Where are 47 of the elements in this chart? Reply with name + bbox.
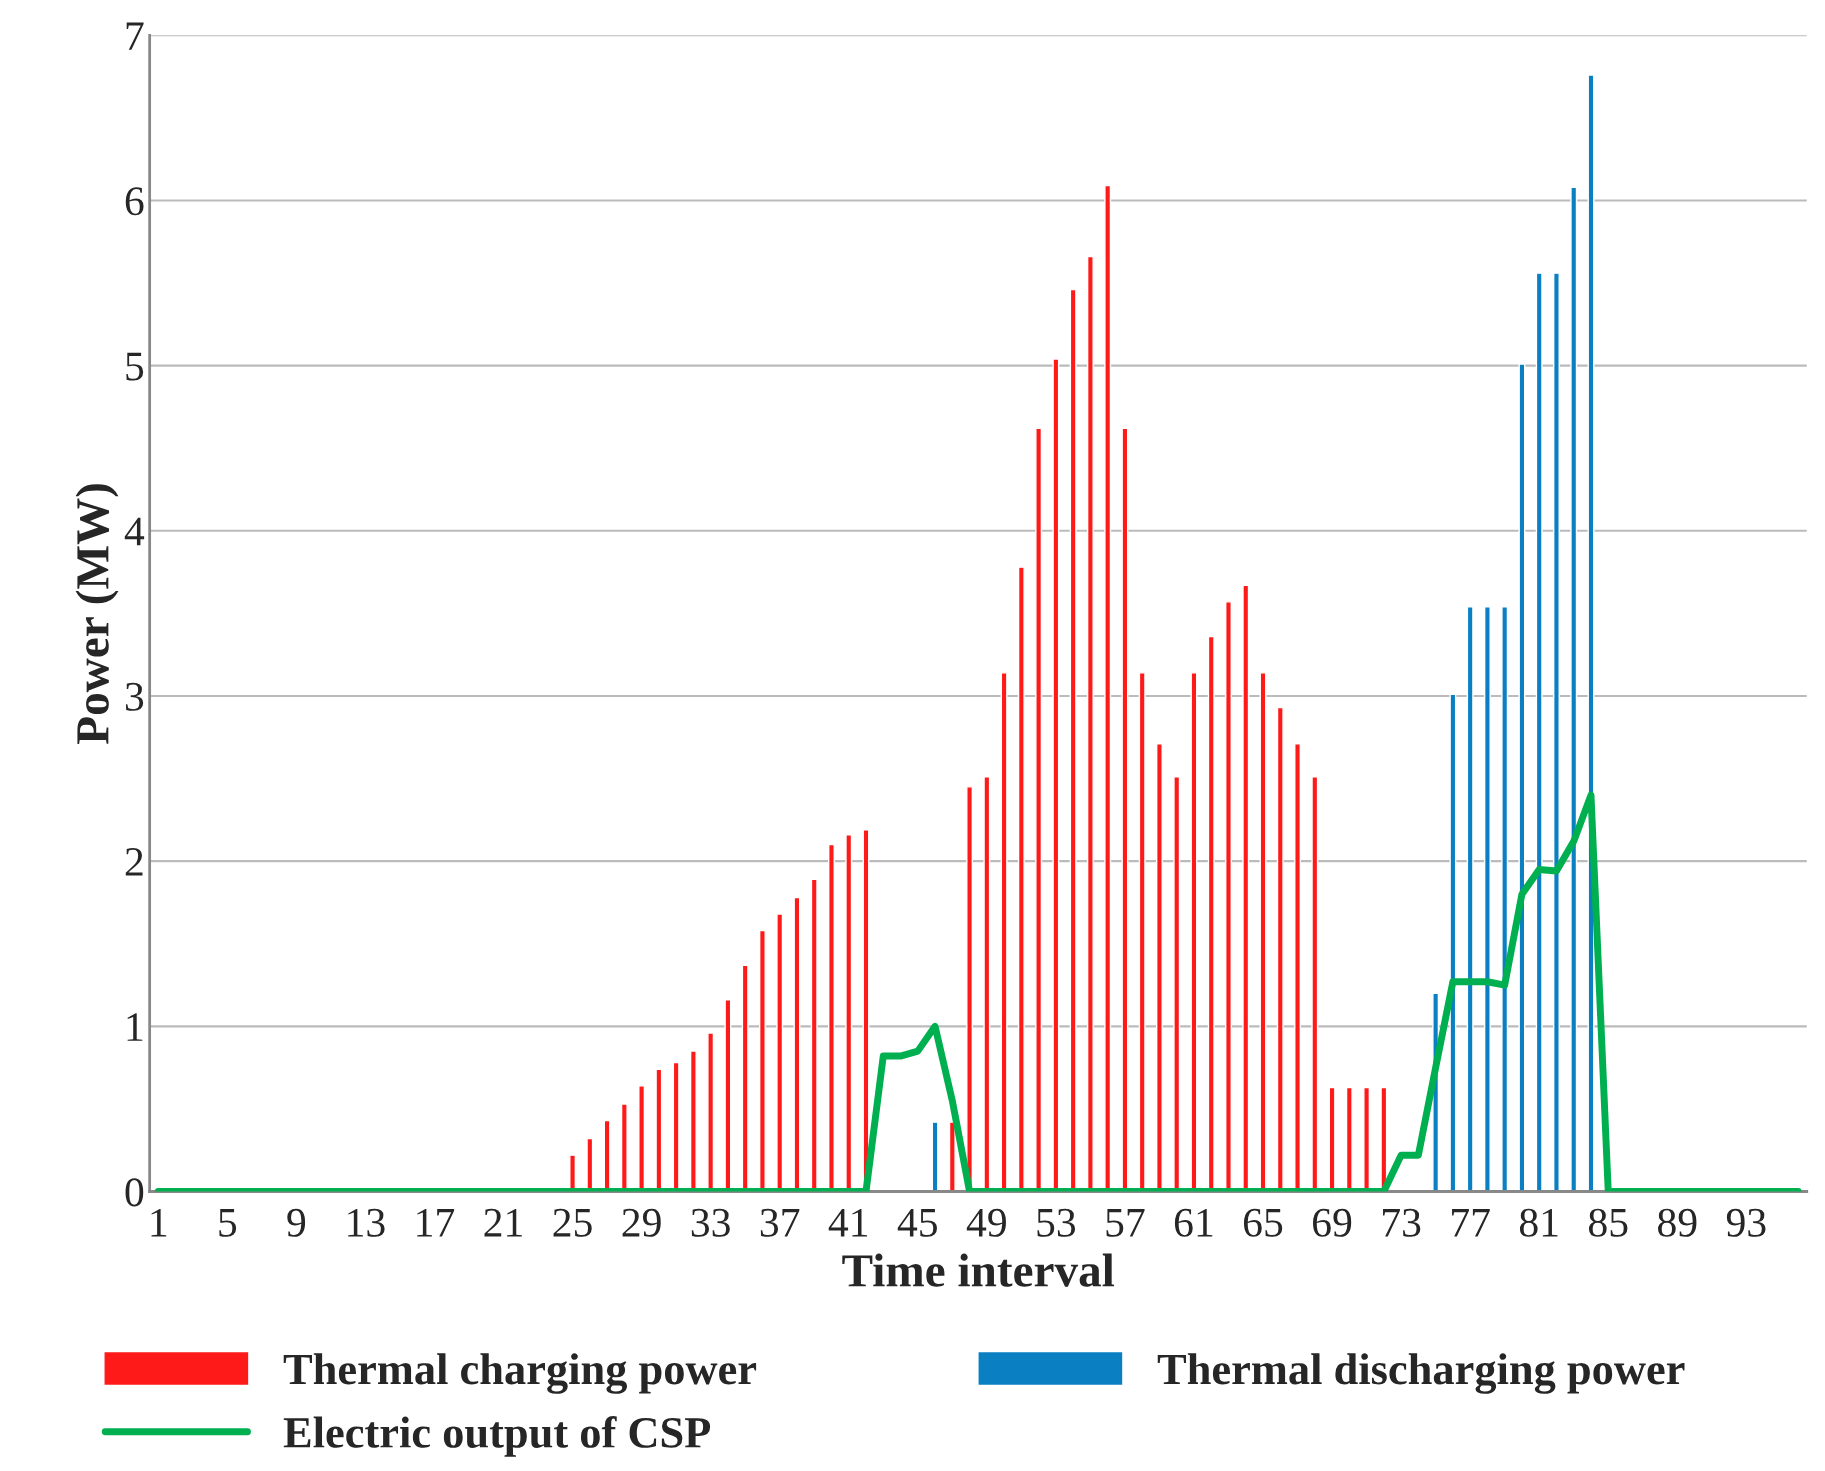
y-tick-label: 7 bbox=[126, 22, 144, 50]
bar bbox=[1518, 363, 1526, 1192]
x-tick-label: 17 bbox=[417, 1208, 455, 1237]
y-tick-label: 1 bbox=[127, 1013, 143, 1041]
x-tick-label: 45 bbox=[897, 1208, 937, 1237]
bar bbox=[931, 1121, 939, 1192]
bar bbox=[1570, 186, 1578, 1192]
y-tick-label: 3 bbox=[125, 682, 144, 711]
x-tick-label: 65 bbox=[1243, 1208, 1283, 1237]
x-tick-label: 9 bbox=[287, 1208, 306, 1237]
x-tick-label: 25 bbox=[553, 1208, 592, 1237]
x-tick-label: 81 bbox=[1519, 1208, 1558, 1237]
bar bbox=[1466, 606, 1474, 1192]
x-tick-label: 21 bbox=[484, 1208, 522, 1237]
y-tick-label: 4 bbox=[124, 517, 145, 546]
y-tick-label: 5 bbox=[126, 352, 144, 381]
legend-label: Thermal charging power bbox=[283, 1353, 757, 1394]
x-tick-label: 37 bbox=[760, 1208, 800, 1237]
x-axis-title: Time interval bbox=[842, 1253, 1115, 1287]
x-tick-label: 53 bbox=[1037, 1208, 1076, 1237]
x-tick-label: 5 bbox=[219, 1209, 237, 1237]
bar bbox=[1483, 606, 1491, 1192]
y-axis-title: Power (MW) bbox=[75, 484, 119, 744]
bar bbox=[1535, 272, 1543, 1192]
x-tick-label: 49 bbox=[966, 1208, 1006, 1237]
y-tick-label: 6 bbox=[125, 187, 144, 216]
x-tick-label: 89 bbox=[1658, 1208, 1697, 1237]
x-tick-label: 57 bbox=[1106, 1209, 1145, 1237]
legend-label: Thermal discharging power bbox=[1157, 1353, 1685, 1394]
bar bbox=[1449, 693, 1457, 1192]
bar bbox=[948, 1121, 956, 1192]
bar bbox=[1553, 272, 1560, 1192]
x-tick-label: 69 bbox=[1313, 1208, 1352, 1237]
x-tick-label: 93 bbox=[1726, 1208, 1766, 1237]
x-tick-label: 33 bbox=[691, 1208, 730, 1237]
x-tick-label: 85 bbox=[1589, 1208, 1628, 1237]
x-tick-label: 73 bbox=[1383, 1208, 1421, 1237]
x-tick-label: 61 bbox=[1174, 1208, 1213, 1237]
bar bbox=[1501, 606, 1509, 1192]
x-tick-label: 13 bbox=[348, 1208, 385, 1237]
y-tick-label: 2 bbox=[125, 848, 143, 876]
x-tick-label: 29 bbox=[622, 1208, 661, 1237]
y-tick-label: 0 bbox=[125, 1178, 144, 1207]
x-tick-label: 77 bbox=[1452, 1209, 1490, 1237]
x-tick-label: 41 bbox=[828, 1208, 868, 1237]
legend-label: Electric output of CSP bbox=[283, 1416, 711, 1457]
x-tick-label: 1 bbox=[151, 1208, 167, 1237]
